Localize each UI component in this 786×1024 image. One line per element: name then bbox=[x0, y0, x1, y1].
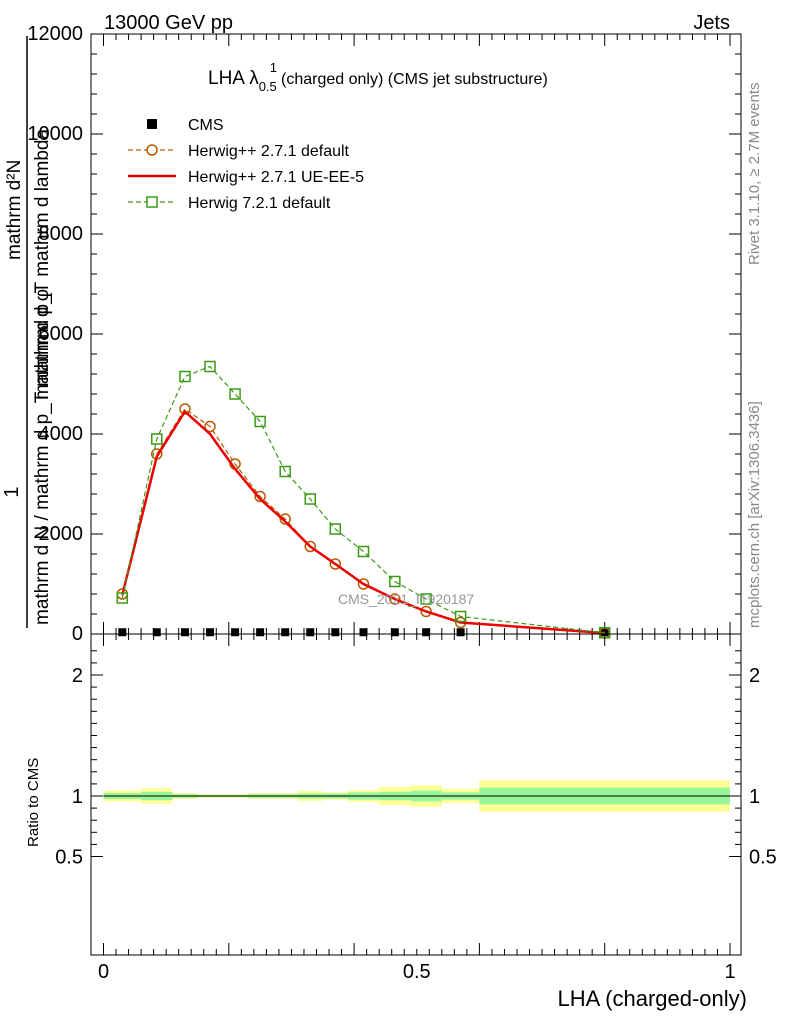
herwig-default-point bbox=[254, 490, 266, 503]
ratio-y-tick-label: 0.5 bbox=[55, 847, 83, 869]
ylabel-numerator: 1 bbox=[1, 486, 23, 497]
ratio-y-tick-label: 2 bbox=[72, 665, 83, 687]
herwig7-point bbox=[420, 593, 432, 605]
herwig-default-point bbox=[420, 605, 432, 618]
watermark: CMS_2021_I1920187 bbox=[338, 591, 474, 607]
legend-label: Herwig++ 2.7.1 default bbox=[188, 143, 350, 160]
cms-data-point bbox=[422, 628, 431, 637]
herwig7-point bbox=[151, 433, 163, 445]
x-tick-label: 0 bbox=[98, 961, 109, 983]
cms-data-point bbox=[118, 628, 127, 637]
y-tick-label: 6000 bbox=[39, 323, 84, 345]
plot-title: LHA λ0.51(charged only) (CMS jet substru… bbox=[208, 60, 548, 94]
cms-data-point bbox=[152, 628, 161, 637]
ratio-y-tick-label-right: 0.5 bbox=[749, 847, 777, 869]
legend-marker-square bbox=[146, 196, 158, 208]
legend-label: Herwig++ 2.7.1 UE-EE-5 bbox=[188, 169, 364, 186]
herwig7-point bbox=[116, 592, 129, 604]
x-tick-label: 0.5 bbox=[403, 961, 431, 983]
main-series bbox=[116, 360, 611, 639]
x-axis-label: LHA (charged-only) bbox=[557, 986, 747, 1011]
cms-data-point bbox=[256, 628, 265, 637]
y-tick-label: 0 bbox=[72, 623, 83, 645]
cms-data-point bbox=[331, 628, 340, 637]
x-tick-label: 1 bbox=[724, 961, 735, 983]
herwig7-point bbox=[357, 545, 370, 558]
cms-data-point bbox=[359, 628, 368, 637]
herwig-default-point bbox=[279, 513, 291, 525]
ratio-ticks: 0.5 0.5 1 1 2 2 0 0.5 1 bbox=[55, 634, 777, 983]
ratio-plot: 0.5 0.5 1 1 2 2 0 0.5 1 Ratio to CMS LHA (charge… bbox=[25, 633, 777, 1011]
herwig7-point bbox=[329, 523, 342, 535]
cms-data-point bbox=[456, 628, 465, 637]
ylabel-top: mathrm d²N bbox=[4, 160, 25, 260]
mcplots-label: mcplots.cern.ch [arXiv:1306.3436] bbox=[746, 401, 763, 628]
cms-data-point bbox=[306, 628, 315, 637]
legend: CMS Herwig++ 2.7.1 default Herwig++ 2.7.1 … bbox=[128, 117, 364, 212]
herwig7-point bbox=[204, 360, 216, 373]
cms-data-point bbox=[206, 628, 215, 637]
herwig-default-point bbox=[204, 420, 216, 433]
herwig7-point bbox=[229, 388, 241, 400]
y-tick-label: 12000 bbox=[27, 23, 83, 45]
series-line-3 bbox=[121, 365, 605, 634]
herwig7-point bbox=[304, 493, 316, 505]
ylabel-bottom: mathrm d p_T mathrm d lambda bbox=[32, 129, 53, 400]
legend-marker-cms bbox=[147, 119, 157, 129]
herwig7-point bbox=[389, 575, 401, 588]
herwig-default-point bbox=[329, 558, 342, 570]
ratio-plot-frame bbox=[90, 633, 742, 956]
legend-label: CMS bbox=[188, 117, 224, 134]
y-tick-label: 4000 bbox=[39, 423, 84, 445]
herwig-default-point bbox=[304, 540, 316, 553]
ratio-y-tick-label: 1 bbox=[72, 786, 83, 808]
main-ylabel: 1 mathrm d N / mathrm d p_T mathrm d φ m… bbox=[1, 36, 53, 628]
header-right: Jets bbox=[693, 12, 730, 34]
ratio-y-tick-label-right: 2 bbox=[749, 665, 760, 687]
y-tick-label: 8000 bbox=[39, 223, 84, 245]
legend-label: Herwig 7.2.1 default bbox=[188, 195, 331, 212]
herwig-default-point bbox=[357, 578, 370, 590]
cms-data-point bbox=[180, 628, 189, 637]
y-tick-label: 10000 bbox=[27, 123, 83, 145]
herwig7-point bbox=[279, 465, 291, 478]
rivet-label: Rivet 3.1.10, ≥ 2.7M events bbox=[746, 83, 763, 266]
y-tick-label: 2000 bbox=[39, 523, 84, 545]
cms-data-point bbox=[231, 628, 240, 637]
legend-marker-circle bbox=[146, 144, 158, 156]
cms-data-point bbox=[390, 628, 399, 637]
herwig7-point bbox=[179, 370, 191, 383]
ylabel-denominator: mathrm d N / mathrm d p_T mathrm d φ bbox=[32, 289, 53, 625]
herwig7-point bbox=[254, 415, 266, 428]
herwig-default-point bbox=[179, 403, 191, 415]
cms-data-point bbox=[281, 628, 290, 637]
herwig-default-point bbox=[389, 593, 401, 605]
ratio-y-tick-label-right: 1 bbox=[749, 786, 760, 808]
ratio-ylabel: Ratio to CMS bbox=[25, 758, 42, 847]
main-y-ticks: 0 2000 4000 6000 8000 10000 12000 bbox=[27, 23, 741, 645]
header-left: 13000 GeV pp bbox=[104, 12, 233, 34]
main-plot: 0 2000 4000 6000 8000 10000 12000 LHA λ0.51(ch… bbox=[1, 23, 742, 645]
series-line-2 bbox=[121, 409, 605, 635]
herwig7-point bbox=[454, 610, 467, 623]
